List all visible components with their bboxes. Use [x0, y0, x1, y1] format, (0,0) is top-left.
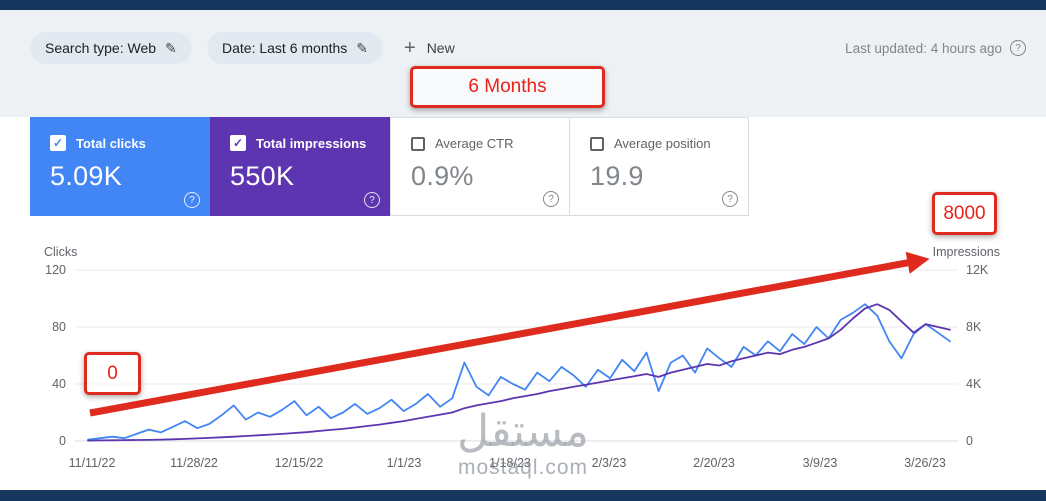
y-tick-label: 4K [966, 377, 982, 391]
last-updated-text: Last updated: 4 hours ago [845, 40, 1002, 56]
x-tick-label: 11/11/22 [68, 456, 116, 470]
y-tick-label: 0 [966, 434, 973, 448]
edit-pencil-icon[interactable]: ✎ [356, 39, 369, 56]
y-tick-label: 8K [966, 320, 982, 334]
date-filter-label: Date: Last 6 months [222, 40, 348, 56]
x-tick-label: 12/15/22 [274, 456, 324, 470]
y-tick-label: 120 [45, 263, 66, 277]
annotation-box-start: 0 [84, 352, 141, 395]
date-filter-chip[interactable]: Date: Last 6 months ✎ [207, 32, 384, 64]
checkbox-unchecked-icon[interactable] [411, 136, 425, 151]
help-icon[interactable]: ? [1010, 40, 1026, 56]
search-type-label: Search type: Web [45, 40, 157, 56]
card-value: 550K [230, 161, 295, 191]
x-tick-label: 3/9/23 [802, 456, 838, 470]
new-filter-button[interactable]: + New [404, 32, 455, 64]
metric-card-total-impressions[interactable]: ✓ Total impressions 550K ? [210, 117, 390, 216]
x-tick-label: 11/28/22 [170, 456, 218, 470]
card-label: Total clicks [76, 135, 146, 151]
x-tick-label: 2/20/23 [693, 456, 735, 470]
bottom-frame-bar [0, 490, 1046, 501]
card-label: Average CTR [435, 136, 514, 151]
annotation-box-six-months: 6 Months [410, 66, 605, 108]
checkbox-checked-icon[interactable]: ✓ [50, 135, 66, 151]
card-value: 19.9 [590, 161, 644, 191]
x-tick-label: 3/26/23 [904, 456, 946, 470]
top-frame-bar [0, 0, 1046, 10]
card-value: 0.9% [411, 161, 474, 191]
left-axis-title: Clicks [44, 245, 78, 259]
last-updated-status: Last updated: 4 hours ago ? [845, 32, 1026, 64]
edit-pencil-icon[interactable]: ✎ [165, 39, 177, 56]
plus-icon: + [404, 37, 416, 59]
checkbox-unchecked-icon[interactable] [590, 136, 604, 151]
checkbox-checked-icon[interactable]: ✓ [230, 135, 246, 151]
metric-card-average-position[interactable]: Average position 19.9 ? [569, 117, 749, 216]
x-tick-label: 1/18/23 [489, 456, 531, 470]
y-tick-label: 40 [52, 377, 66, 391]
search-type-filter-chip[interactable]: Search type: Web ✎ [30, 32, 192, 64]
help-icon[interactable]: ? [722, 191, 738, 207]
x-tick-label: 2/3/23 [591, 456, 627, 470]
annotation-box-end: 8000 [932, 192, 997, 235]
help-icon[interactable]: ? [543, 191, 559, 207]
card-label: Average position [614, 136, 711, 151]
y-tick-label: 12K [966, 263, 989, 277]
metric-card-total-clicks[interactable]: ✓ Total clicks 5.09K ? [30, 117, 210, 216]
help-icon[interactable]: ? [364, 192, 380, 208]
right-axis-title: Impressions [932, 245, 1000, 259]
metric-cards-row: ✓ Total clicks 5.09K ? ✓ Total impressio… [30, 117, 749, 216]
card-label: Total impressions [256, 135, 367, 151]
x-tick-label: 1/1/23 [386, 456, 422, 470]
y-tick-label: 80 [52, 320, 66, 334]
help-icon[interactable]: ? [184, 192, 200, 208]
new-button-label: New [426, 40, 455, 56]
performance-line-chart[interactable] [72, 263, 964, 449]
card-value: 5.09K [50, 161, 123, 191]
y-tick-label: 0 [59, 434, 66, 448]
metric-card-average-ctr[interactable]: Average CTR 0.9% ? [390, 117, 570, 216]
